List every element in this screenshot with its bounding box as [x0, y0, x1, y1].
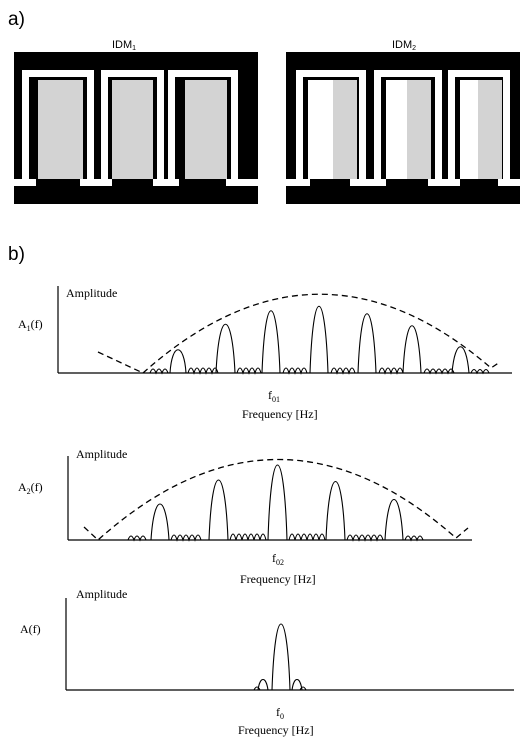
- plot-3-xlabel: Frequency [Hz]: [238, 723, 314, 737]
- plot-3-amplitude-label: Amplitude: [76, 587, 127, 601]
- plot-3-center-label: f0: [276, 705, 284, 721]
- plot-2-ylabel: A2(f): [18, 480, 43, 496]
- plot-1-amplitude-label: Amplitude: [66, 286, 117, 300]
- plot-1: A1(f) Amplitude f01 Frequency [Hz]: [18, 286, 512, 421]
- plot-2-xlabel: Frequency [Hz]: [240, 572, 316, 586]
- idm2-structure: [286, 52, 520, 204]
- panel-b-label: b): [8, 244, 25, 265]
- plot-2-envelope: [83, 458, 469, 541]
- plot-1-spectrum: [149, 305, 490, 375]
- idm1-structure: [14, 52, 258, 204]
- plot-3-spectrum: [253, 623, 307, 691]
- panel-a-label: a): [8, 9, 25, 30]
- plot-1-envelope: [97, 293, 501, 374]
- idm1-fill-2: [112, 80, 153, 179]
- plot-3-ylabel: A(f): [20, 622, 41, 636]
- plot-1-ylabel: A1(f): [18, 317, 43, 333]
- idm2-fill-2: [407, 80, 431, 179]
- idm2-fill-1: [333, 80, 357, 179]
- idm2-fill-3: [478, 80, 502, 179]
- plot-1-center-label: f01: [268, 388, 280, 404]
- plot-1-xlabel: Frequency [Hz]: [242, 407, 318, 421]
- plot-2-amplitude-label: Amplitude: [76, 447, 127, 461]
- plot-2-center-label: f02: [272, 551, 284, 567]
- plot-2: A2(f) Amplitude f02 Frequency [Hz]: [18, 447, 472, 586]
- idm1-fill-3: [185, 80, 227, 179]
- idm1-label: IDM1: [112, 39, 136, 52]
- idm2-label: IDM2: [392, 39, 416, 52]
- plot-2-spectrum: [127, 464, 424, 542]
- idm1-fill-1: [38, 80, 83, 179]
- plot-3: A(f) Amplitude f0 Frequency [Hz]: [20, 587, 514, 737]
